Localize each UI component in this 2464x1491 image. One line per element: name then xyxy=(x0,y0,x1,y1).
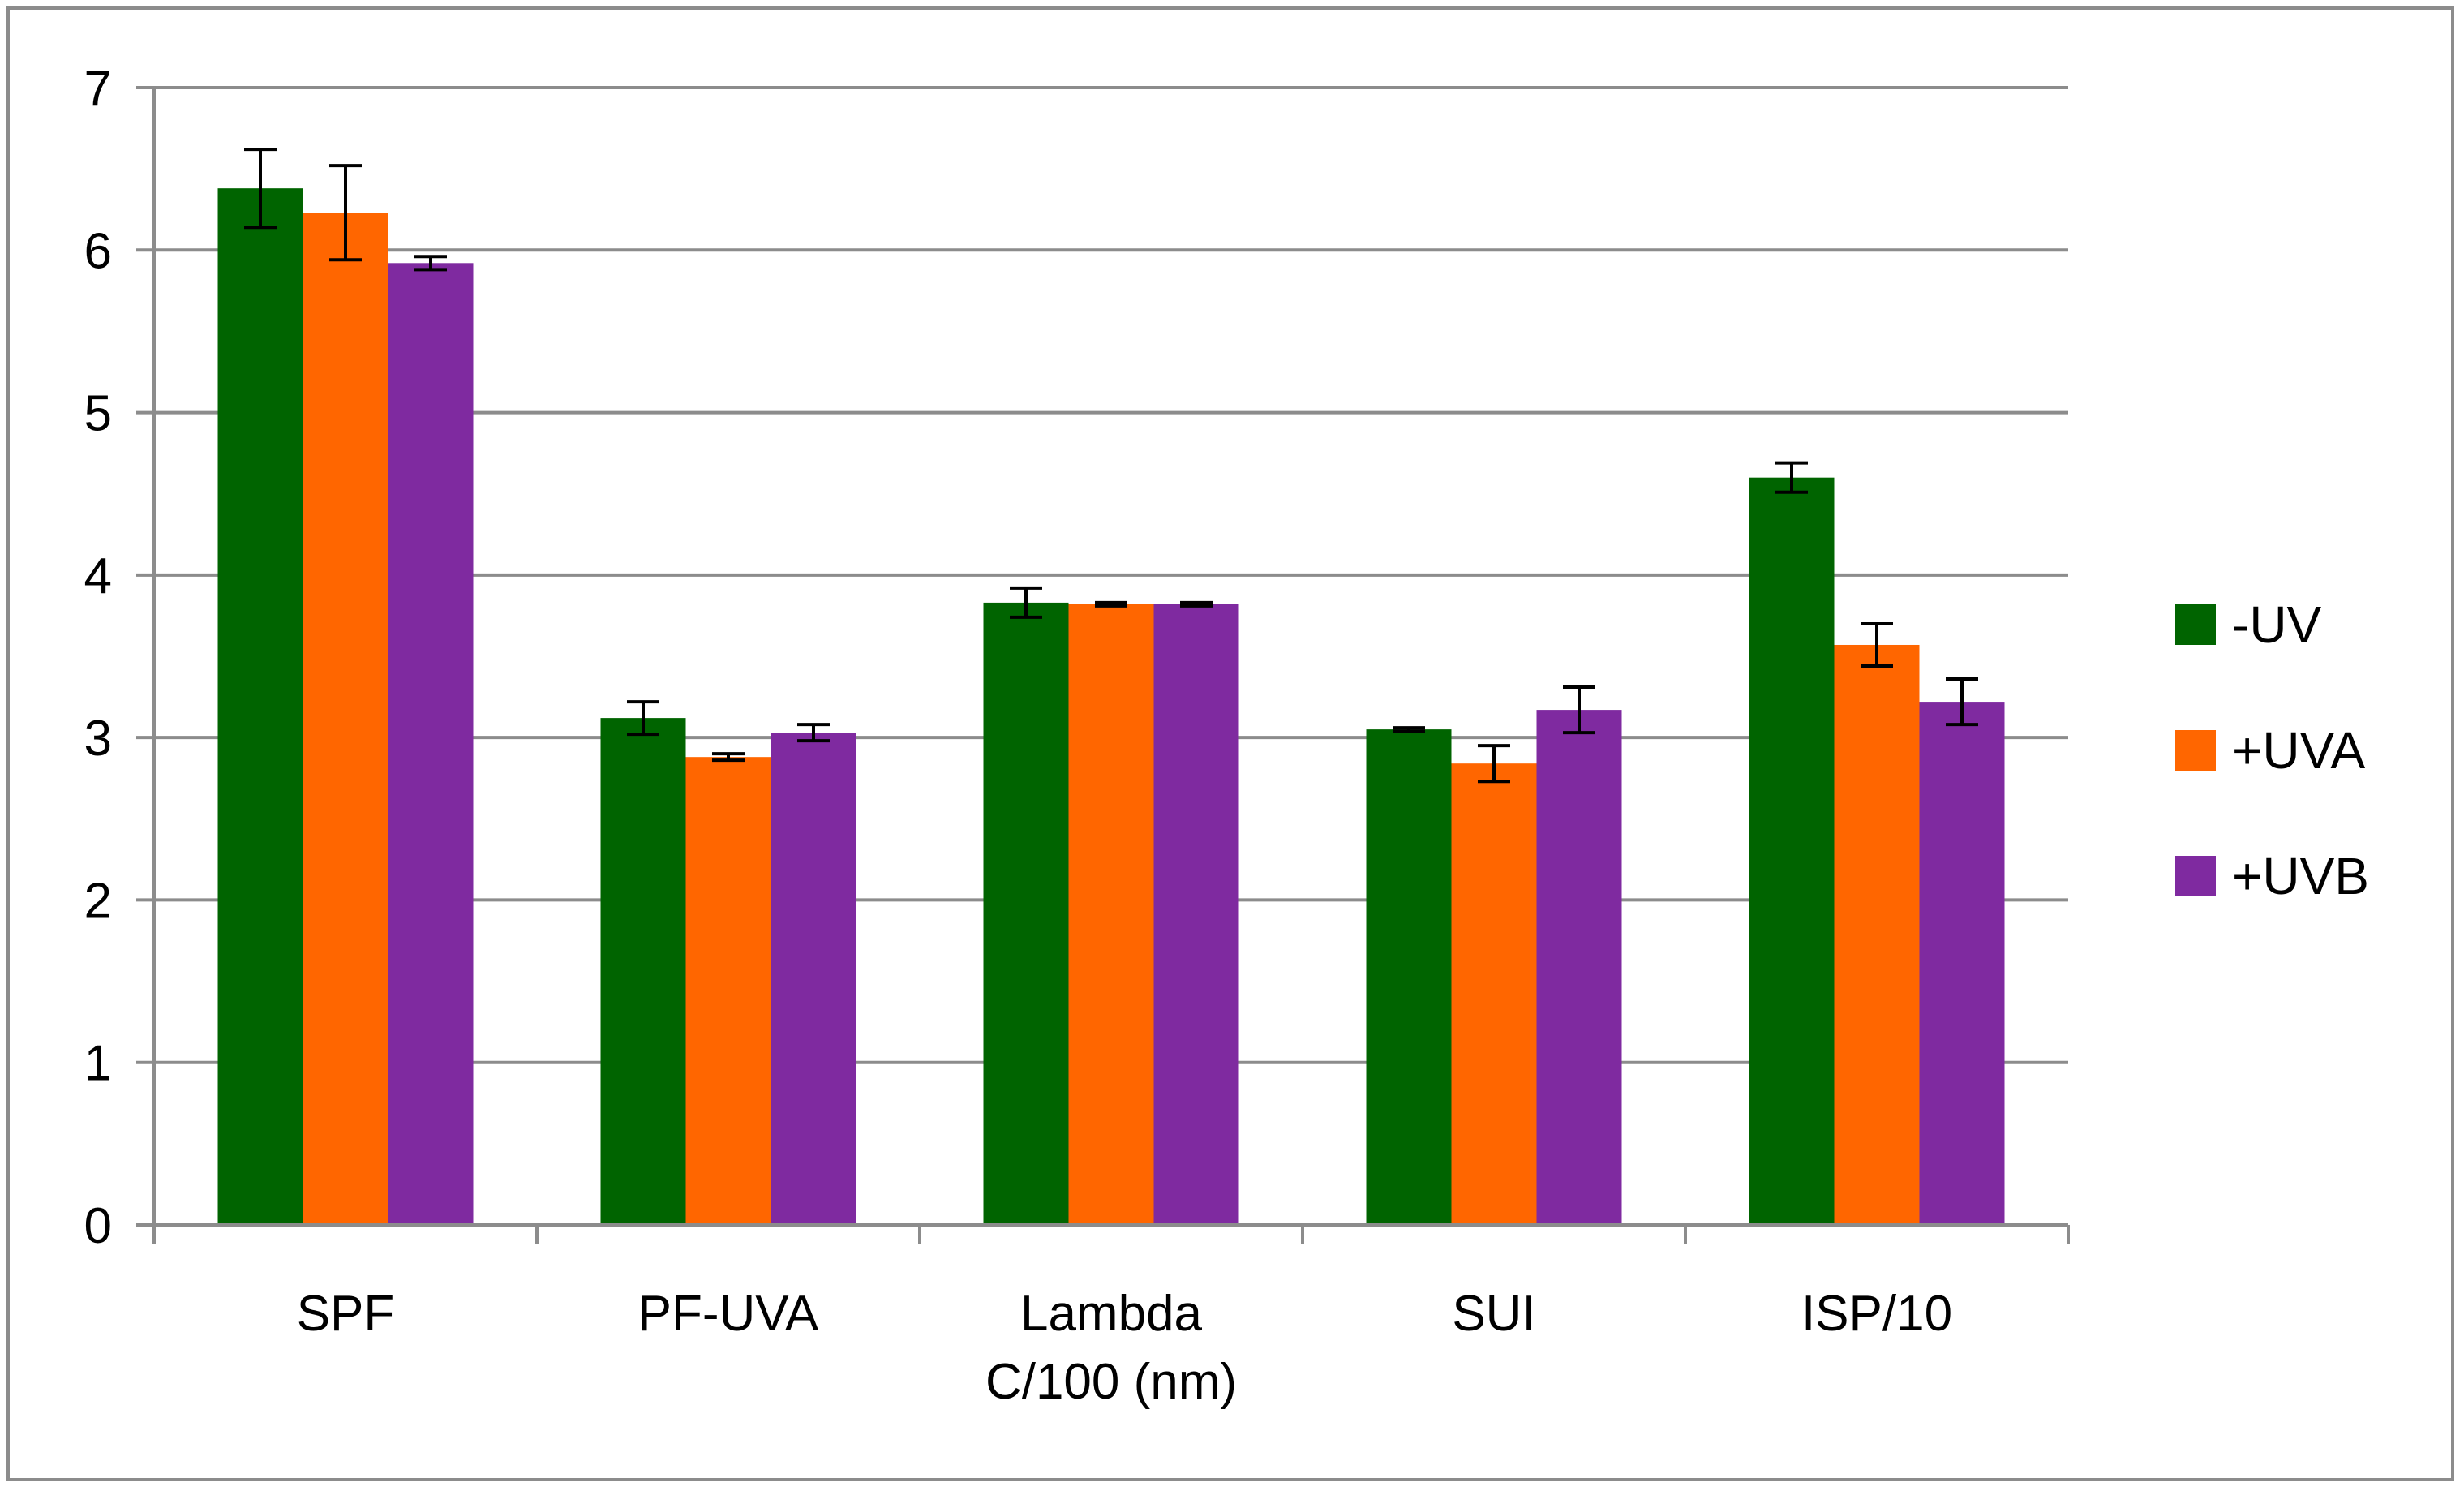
legend-label: -UV xyxy=(2232,595,2322,654)
error-bars xyxy=(244,148,1978,784)
x-tick-label: PF-UVA xyxy=(638,1286,819,1342)
legend-swatch xyxy=(2175,856,2216,896)
error-bar xyxy=(1095,600,1127,608)
y-tick-label: 6 xyxy=(84,223,112,279)
bar-uvb-3 xyxy=(1536,710,1622,1225)
error-bar xyxy=(797,723,830,743)
y-tick-label: 3 xyxy=(84,711,112,767)
error-bar xyxy=(1010,586,1042,619)
legend-item: -UV xyxy=(2175,595,2322,654)
bar-uvb-1 xyxy=(771,733,856,1225)
y-tick-label: 7 xyxy=(84,61,112,117)
error-bar xyxy=(1478,744,1510,784)
y-tick-label: 1 xyxy=(84,1036,112,1092)
y-tick-label: 5 xyxy=(84,386,112,442)
bar-uvb-2 xyxy=(1153,604,1239,1225)
bar-uv-0 xyxy=(217,188,303,1226)
bar-uva-1 xyxy=(685,757,771,1225)
legend-item: +UVB xyxy=(2175,847,2369,905)
error-bar xyxy=(712,752,745,763)
y-tick-label: 4 xyxy=(84,548,112,604)
legend-label: +UVB xyxy=(2232,847,2369,905)
error-bar xyxy=(1861,621,1893,668)
bar-uva-4 xyxy=(1834,644,1920,1225)
error-bar xyxy=(244,148,277,230)
error-bar xyxy=(1180,600,1213,608)
bar-uva-2 xyxy=(1068,604,1154,1225)
legend-label: +UVA xyxy=(2232,721,2366,780)
error-bar xyxy=(1775,461,1808,494)
bar-uva-3 xyxy=(1451,763,1537,1225)
x-tick-label: C/100 (nm) xyxy=(985,1354,1237,1410)
legend-swatch xyxy=(2175,604,2216,645)
error-bar xyxy=(627,700,659,737)
error-bar xyxy=(1393,726,1425,733)
bars xyxy=(217,188,2005,1226)
x-tick-label: SPF xyxy=(297,1286,395,1342)
x-tick-label: ISP/10 xyxy=(1801,1286,1952,1342)
bar-uv-2 xyxy=(983,602,1069,1225)
error-bar xyxy=(414,255,447,272)
bar-uv-4 xyxy=(1749,477,1835,1225)
legend-swatch xyxy=(2175,730,2216,771)
bar-uv-3 xyxy=(1366,729,1452,1225)
bar-uv-1 xyxy=(600,718,686,1225)
bar-uvb-4 xyxy=(1919,702,2005,1225)
error-bar xyxy=(1563,685,1595,735)
y-tick-label: 0 xyxy=(84,1198,112,1254)
bar-uvb-0 xyxy=(388,263,474,1225)
legend-item: +UVA xyxy=(2175,721,2366,780)
x-tick-label: Lambda xyxy=(1020,1286,1203,1342)
y-tick-label: 2 xyxy=(84,873,112,929)
error-bar xyxy=(329,164,362,262)
x-tick-label: SUI xyxy=(1452,1286,1535,1342)
legend: -UV +UVA +UVB xyxy=(2175,595,2369,905)
error-bar xyxy=(1946,677,1978,727)
bar-uva-0 xyxy=(303,213,388,1226)
axes: 0 1 2 3 4 5 6 7 SPF PF-UVA Lambda C/100 (nm) SUI ISP/… xyxy=(84,61,2070,1410)
